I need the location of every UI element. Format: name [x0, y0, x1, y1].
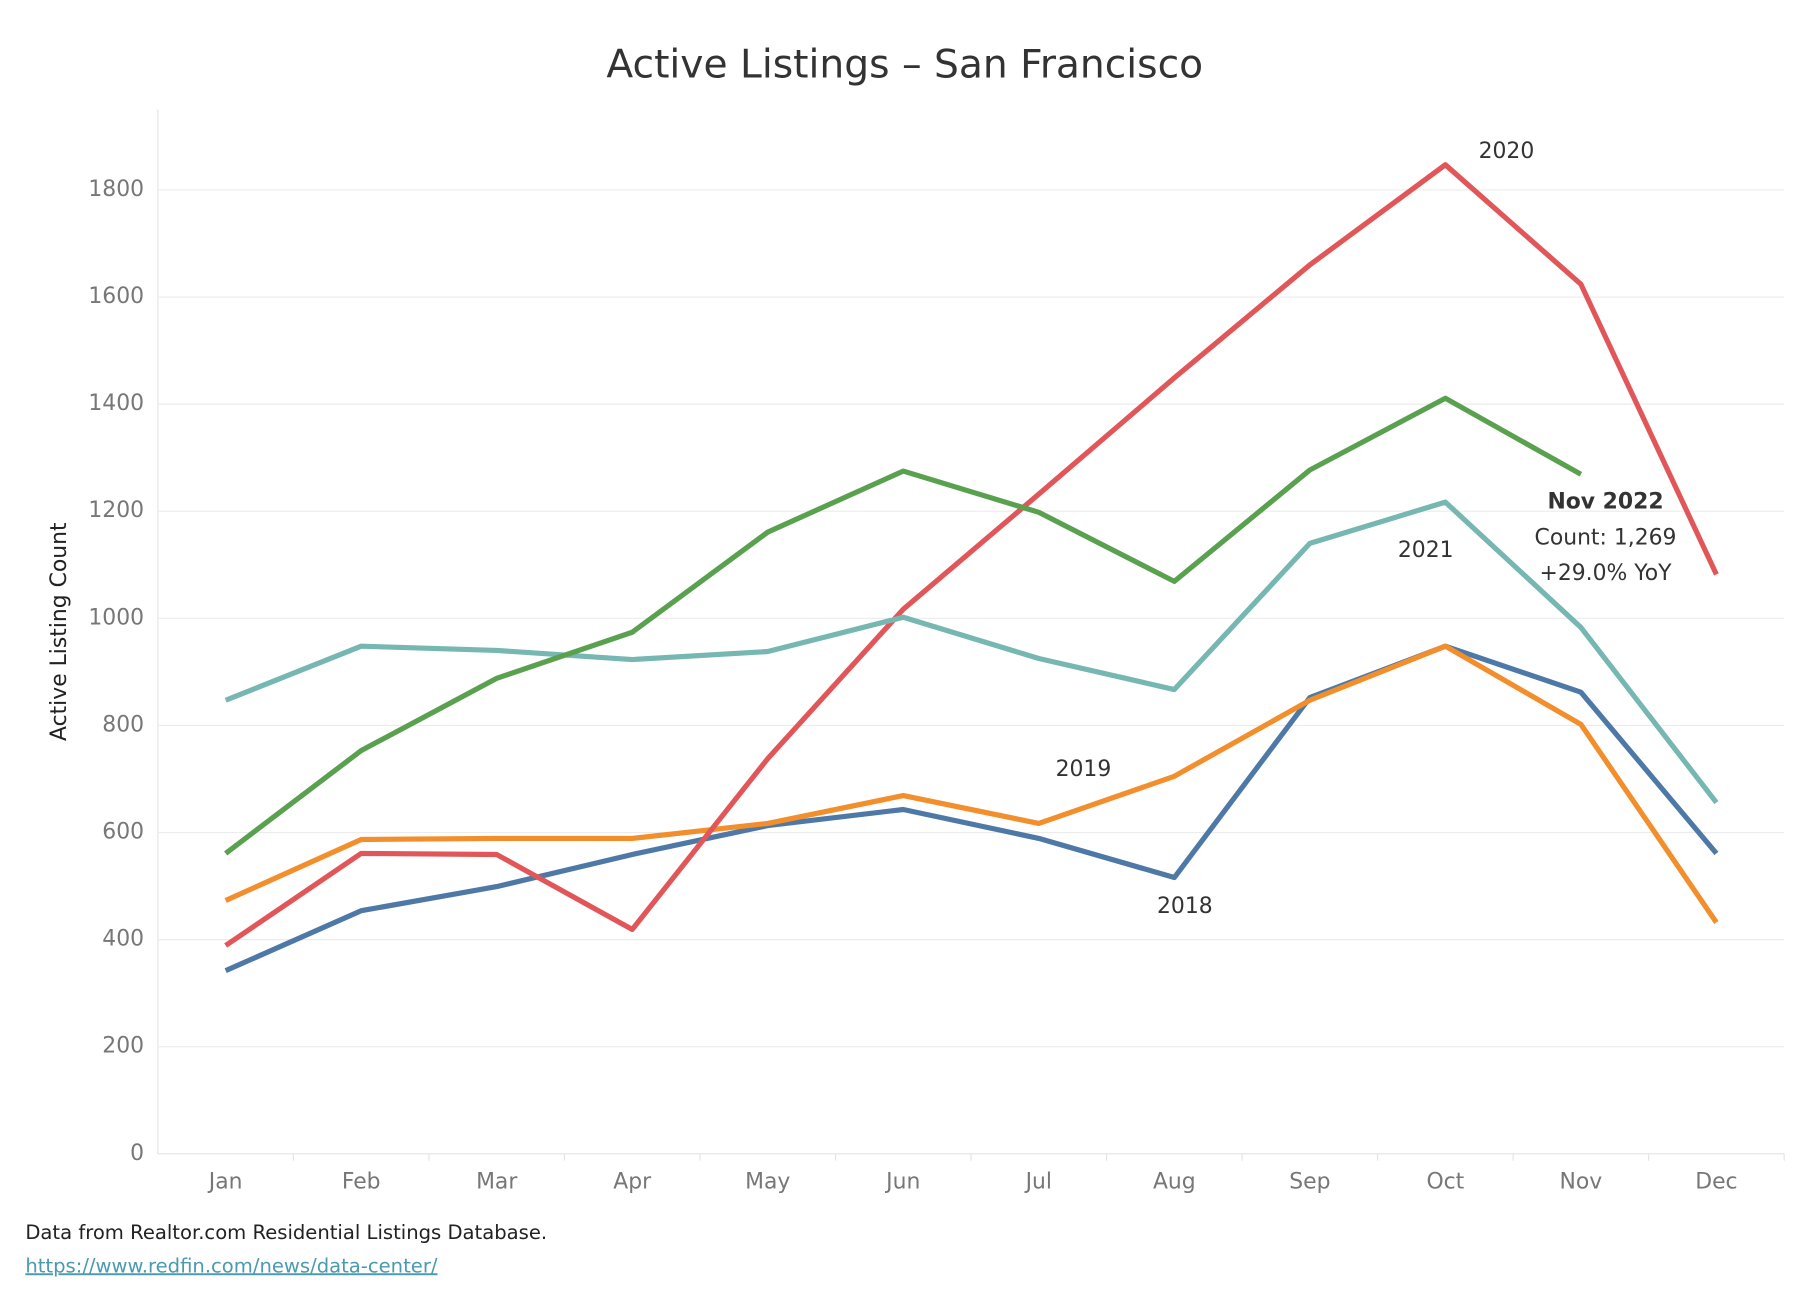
annotation: Nov 2022: [1547, 490, 1663, 515]
y-tick-label: 1800: [88, 177, 144, 202]
y-tick-label: 800: [102, 712, 144, 737]
y-tick-label: 1000: [88, 605, 144, 630]
series-line: [224, 499, 1719, 805]
series-label: 2018: [1157, 894, 1213, 919]
series-line: [224, 162, 1719, 948]
source-link[interactable]: https://www.redfin.com/news/data-center/: [25, 1254, 438, 1277]
series-line: [224, 643, 1719, 974]
y-tick-label: 600: [102, 820, 144, 845]
x-tick-label: Dec: [1695, 1170, 1737, 1195]
x-tick-label: Aug: [1153, 1170, 1196, 1195]
x-tick-label: Mar: [476, 1170, 517, 1195]
x-tick-label: Jul: [1024, 1170, 1052, 1195]
series-line: [224, 643, 1719, 924]
x-tick-label: Apr: [613, 1170, 651, 1195]
y-axis-label: Active Listing Count: [47, 522, 72, 741]
y-tick-label: 0: [130, 1141, 144, 1166]
x-tick-label: Nov: [1560, 1170, 1603, 1195]
series-line: [224, 395, 1583, 856]
series-label: 2019: [1056, 757, 1112, 782]
y-tick-label: 1400: [88, 391, 144, 416]
x-tick-label: Jan: [207, 1170, 243, 1195]
source-text: Data from Realtor.com Residential Listin…: [25, 1221, 547, 1244]
x-tick-label: Feb: [342, 1170, 381, 1195]
y-tick-label: 200: [102, 1034, 144, 1059]
series-label: 2020: [1479, 139, 1535, 164]
chart-title: Active Listings – San Francisco: [606, 42, 1203, 87]
x-tick-label: Jun: [884, 1170, 920, 1195]
x-tick-label: Sep: [1289, 1170, 1330, 1195]
x-tick-label: Oct: [1426, 1170, 1464, 1195]
y-tick-label: 1200: [88, 498, 144, 523]
series-label: 2021: [1398, 538, 1454, 563]
y-tick-label: 400: [102, 927, 144, 952]
x-tick-label: May: [745, 1170, 790, 1195]
y-tick-label: 1600: [88, 284, 144, 309]
annotation: +29.0% YoY: [1540, 561, 1673, 586]
annotation: Count: 1,269: [1535, 525, 1677, 550]
